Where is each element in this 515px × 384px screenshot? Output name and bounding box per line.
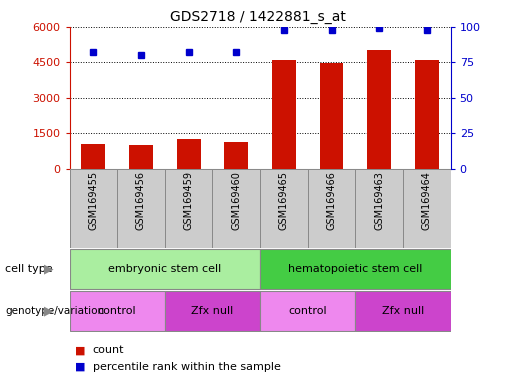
Text: control: control: [98, 306, 136, 316]
Bar: [355, 169, 403, 248]
Bar: [260, 248, 451, 289]
Bar: [272, 60, 296, 169]
Text: GSM169463: GSM169463: [374, 171, 384, 230]
Text: GSM169465: GSM169465: [279, 171, 289, 230]
Bar: [70, 169, 117, 248]
Text: genotype/variation: genotype/variation: [5, 306, 104, 316]
Text: GSM169456: GSM169456: [136, 171, 146, 230]
Bar: [70, 248, 260, 289]
Bar: [367, 50, 391, 169]
Bar: [415, 60, 439, 169]
Text: ▶: ▶: [44, 262, 54, 275]
Text: hematopoietic stem cell: hematopoietic stem cell: [288, 264, 422, 274]
Bar: [117, 169, 165, 248]
Bar: [260, 291, 355, 331]
Bar: [165, 291, 260, 331]
Bar: [355, 291, 451, 331]
Text: count: count: [93, 345, 124, 355]
Text: Zfx null: Zfx null: [382, 306, 424, 316]
Text: embryonic stem cell: embryonic stem cell: [108, 264, 221, 274]
Bar: [165, 169, 212, 248]
Bar: [129, 145, 153, 169]
Bar: [177, 139, 200, 169]
Bar: [320, 63, 344, 169]
Text: control: control: [288, 306, 327, 316]
Text: GSM169459: GSM169459: [184, 171, 194, 230]
Text: ■: ■: [75, 362, 85, 372]
Text: GSM169455: GSM169455: [89, 171, 98, 230]
Text: ■: ■: [75, 345, 85, 355]
Text: percentile rank within the sample: percentile rank within the sample: [93, 362, 281, 372]
Text: GSM169460: GSM169460: [231, 171, 241, 230]
Text: GSM169464: GSM169464: [422, 171, 432, 230]
Bar: [260, 169, 308, 248]
Bar: [70, 291, 165, 331]
Text: Zfx null: Zfx null: [191, 306, 234, 316]
Bar: [307, 169, 355, 248]
Bar: [225, 142, 248, 169]
Text: cell type: cell type: [5, 264, 53, 274]
Bar: [403, 169, 451, 248]
Text: GSM169466: GSM169466: [327, 171, 336, 230]
Text: GDS2718 / 1422881_s_at: GDS2718 / 1422881_s_at: [169, 10, 346, 23]
Text: ▶: ▶: [44, 305, 54, 318]
Bar: [212, 169, 260, 248]
Bar: [81, 144, 105, 169]
